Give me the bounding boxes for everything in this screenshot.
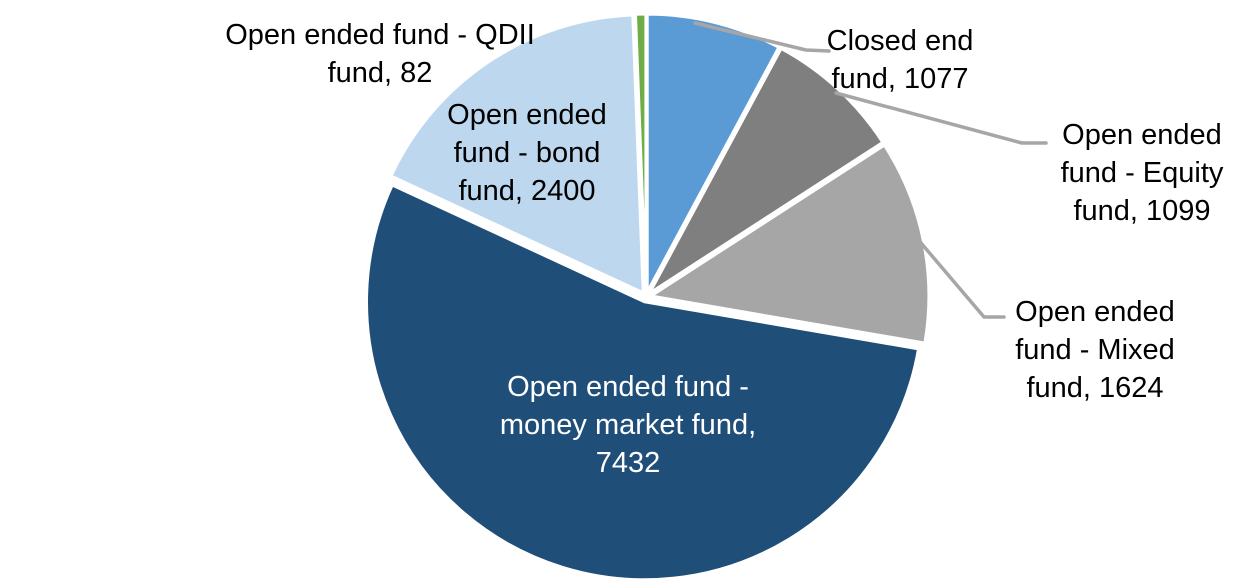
data-label-line: fund, 1077 <box>831 63 969 95</box>
data-label-line: Open ended fund - <box>507 371 749 403</box>
data-label-line: fund, 1624 <box>1026 372 1164 404</box>
data-label-line: Open ended fund - QDII <box>225 19 535 51</box>
data-label-line: fund - bond <box>453 137 601 169</box>
data-label-line: Open ended <box>1062 119 1222 151</box>
data-label-line: fund - Equity <box>1060 157 1224 189</box>
data-label-equity-fund: Open ended fund - Equity fund, 1099 <box>1012 116 1250 230</box>
data-label-closed-end-fund: Closed end fund, 1077 <box>745 22 1055 98</box>
leader-line-equity-fund <box>834 91 1048 145</box>
data-label-line: Closed end <box>826 25 974 57</box>
data-label-line: Open ended <box>447 99 607 131</box>
data-label-mixed-fund: Open ended fund - Mixed fund, 1624 <box>965 293 1225 407</box>
data-label-line: fund - Mixed <box>1015 334 1175 366</box>
pie-slice-open-ended-fund-money-market-fund[interactable] <box>365 183 920 582</box>
data-label-money-market-fund: Open ended fund - money market fund, 743… <box>428 368 828 482</box>
pie-slices-group <box>365 12 931 582</box>
data-label-line: Open ended <box>1015 296 1175 328</box>
leader-line-mixed-fund <box>919 241 1006 319</box>
pie-slice-closed-end-fund[interactable] <box>645 12 781 294</box>
data-label-line: 7432 <box>595 447 661 479</box>
pie-slice-open-ended-fund-bond-fund[interactable] <box>389 13 645 295</box>
pie-slice-open-ended-fund-qdii-fund[interactable] <box>633 12 648 294</box>
data-label-qdii-fund: Open ended fund - QDII fund, 82 <box>195 16 565 92</box>
data-label-line: money market fund, <box>499 409 757 441</box>
data-label-line: fund, 2400 <box>458 175 596 207</box>
data-label-line: fund, 82 <box>327 57 433 89</box>
pie-slice-open-ended-fund-equity-fund[interactable] <box>647 46 885 295</box>
data-label-line: fund, 1099 <box>1073 195 1211 227</box>
leader-line-closed-end-fund <box>693 21 831 53</box>
data-label-bond-fund: Open ended fund - bond fund, 2400 <box>372 96 682 210</box>
pie-slice-open-ended-fund-mixed-fund[interactable] <box>649 143 931 345</box>
